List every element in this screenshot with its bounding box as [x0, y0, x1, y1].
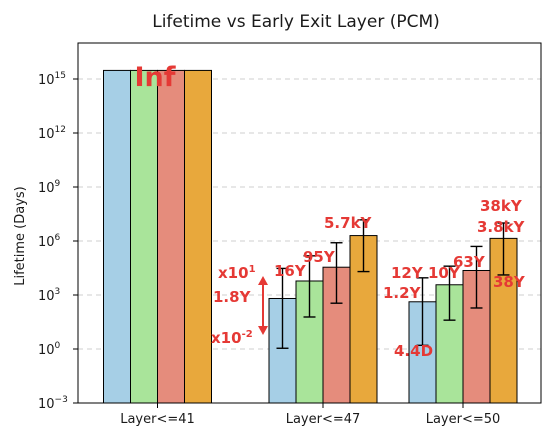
- annotation-g3-s4-low: 38Y: [493, 273, 526, 291]
- y-tick-exp: −3: [55, 395, 68, 405]
- y-tick-base: 10: [38, 127, 55, 142]
- annotation-x10-up-base: x10: [218, 264, 249, 282]
- y-tick-base: 10: [38, 235, 55, 250]
- annotation-g3-s1-high: 12Y: [391, 264, 424, 282]
- annotation-g2-s3: 95Y: [303, 248, 336, 266]
- bars: [103, 69, 518, 404]
- annotation-g3-s1-low: 4.4D: [394, 342, 433, 360]
- bar: [130, 69, 158, 404]
- bar: [157, 69, 185, 404]
- y-tick-label: 103: [38, 287, 60, 304]
- x-tick-label: Layer<=50: [426, 412, 501, 427]
- annotation-g3-s4-high: 38kY: [480, 197, 523, 215]
- annotation-g3-s4: 3.8kY: [477, 218, 526, 236]
- y-axis-label: Lifetime (Days): [13, 186, 28, 286]
- y-tick-exp: 3: [55, 287, 61, 297]
- range-arrow: [258, 276, 268, 335]
- y-tick-exp: 6: [55, 233, 61, 243]
- y-tick-base: 10: [38, 181, 55, 196]
- y-tick-exp: 15: [55, 71, 66, 81]
- annotation-x10-up-exp: 1: [249, 264, 256, 275]
- y-tick-label: 10−3: [38, 395, 68, 412]
- annotation-inf: Inf: [134, 62, 175, 93]
- y-tick-base: 10: [38, 73, 55, 88]
- y-tick-label: 1012: [38, 125, 66, 142]
- annotation-g2-s4: 5.7kY: [324, 214, 373, 232]
- annotation-x10-down: x10-2: [211, 329, 253, 347]
- annotation-x10-up: x101: [218, 264, 256, 282]
- y-tick-label: 1015: [38, 71, 66, 88]
- y-tick-label: 100: [38, 341, 61, 358]
- annotation-g3-s3: 63Y: [453, 253, 486, 271]
- bar: [103, 69, 131, 404]
- y-tick-label: 106: [38, 233, 61, 250]
- x-ticks: Layer<=41 Layer<=47 Layer<=50: [120, 403, 500, 427]
- x-tick-label: Layer<=47: [286, 412, 361, 427]
- y-tick-exp: 0: [55, 341, 61, 351]
- plot-frame: [77, 42, 542, 404]
- annotation-g2-s2: 16Y: [274, 262, 307, 280]
- annotation-g3-s1: 1.2Y: [383, 284, 422, 302]
- annotation-x10-down-exp: -2: [242, 329, 253, 340]
- y-tick-base: 10: [38, 289, 55, 304]
- y-tick-exp: 9: [55, 179, 61, 189]
- y-tick-base: 10: [38, 343, 55, 358]
- y-tick-base: 10: [38, 397, 55, 412]
- x-tick-label: Layer<=41: [120, 412, 195, 427]
- y-tick-exp: 12: [55, 125, 66, 135]
- annotation-g2-s1: 1.8Y: [213, 288, 252, 306]
- bar: [184, 69, 212, 404]
- annotation-x10-down-base: x10: [211, 329, 242, 347]
- error-bars: [276, 219, 510, 349]
- annotation-g3-s2: 10Y: [428, 264, 461, 282]
- chart-title: Lifetime vs Early Exit Layer (PCM): [152, 12, 440, 32]
- y-tick-label: 109: [38, 179, 61, 196]
